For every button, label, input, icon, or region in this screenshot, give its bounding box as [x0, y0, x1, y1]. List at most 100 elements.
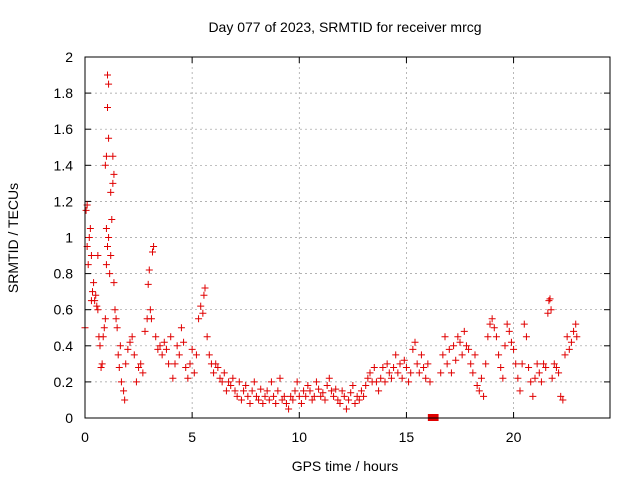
data-point [535, 369, 543, 377]
data-point [214, 363, 222, 371]
data-point [175, 351, 183, 359]
data-point [323, 382, 331, 390]
data-point [381, 378, 389, 386]
data-point [121, 396, 129, 404]
data-point [545, 297, 553, 305]
data-point [126, 338, 134, 346]
data-point [456, 338, 464, 346]
data-point [195, 315, 203, 323]
data-point [512, 360, 520, 368]
data-point [422, 374, 430, 382]
data-point [89, 288, 96, 296]
data-point [417, 351, 425, 359]
data-point [259, 400, 267, 408]
data-point [98, 360, 106, 368]
data-point [555, 369, 563, 377]
data-point [108, 215, 116, 223]
data-point [557, 392, 565, 400]
data-point [101, 161, 109, 169]
data-point [246, 400, 254, 408]
data-point [295, 392, 303, 400]
data-point [351, 400, 359, 408]
data-point [293, 378, 301, 386]
data-point [167, 333, 175, 341]
data-point [540, 360, 548, 368]
grid-lines [85, 57, 610, 418]
data-point [405, 378, 413, 386]
data-point [218, 378, 226, 386]
data-point [227, 382, 235, 390]
data-point [302, 392, 310, 400]
y-tick-label: 2 [65, 49, 73, 65]
data-point [104, 104, 111, 112]
data-point [154, 345, 162, 353]
data-point [270, 392, 278, 400]
data-point [122, 360, 130, 368]
data-point [94, 252, 102, 260]
data-point [250, 378, 258, 386]
y-tick-label: 0.8 [54, 266, 74, 282]
data-point [364, 374, 372, 382]
data-point [563, 333, 571, 341]
data-point [116, 342, 124, 350]
data-point [420, 363, 428, 371]
data-point [240, 387, 248, 395]
data-point [415, 369, 423, 377]
data-point [544, 309, 552, 317]
data-point [310, 392, 318, 400]
y-tick-label: 0 [65, 410, 73, 426]
data-point [110, 170, 118, 178]
data-point [222, 387, 230, 395]
data-point [252, 392, 260, 400]
data-point [210, 369, 218, 377]
data-point [407, 369, 415, 377]
y-tick-label: 1.2 [54, 193, 74, 209]
data-point [156, 342, 164, 350]
data-point [411, 338, 419, 346]
data-point [102, 152, 110, 160]
data-point [192, 351, 200, 359]
data-point [92, 291, 100, 299]
data-point [345, 396, 353, 404]
data-point [220, 369, 228, 377]
data-point [570, 327, 578, 335]
data-point [248, 387, 256, 395]
data-point [503, 320, 511, 328]
data-point [546, 295, 554, 303]
data-point [257, 385, 265, 393]
data-point [188, 345, 196, 353]
data-point [272, 400, 280, 408]
data-point [162, 345, 170, 353]
data-point [370, 363, 378, 371]
data-point [291, 387, 299, 395]
data-point [205, 351, 213, 359]
data-point [107, 252, 115, 260]
data-point [190, 369, 198, 377]
data-point [109, 179, 117, 187]
data-point [184, 374, 192, 382]
data-point [139, 369, 147, 377]
data-point [488, 315, 496, 323]
data-point [149, 248, 156, 256]
data-point [527, 378, 535, 386]
axis-ticks: 00.20.40.60.811.21.41.61.820 5 10 15 20 [54, 49, 610, 445]
data-point [289, 396, 297, 404]
data-point [454, 333, 462, 341]
data-point [565, 345, 573, 353]
data-point [229, 374, 237, 382]
data-point [529, 392, 537, 400]
data-point [182, 363, 190, 371]
data-point [169, 374, 177, 382]
data-point [306, 387, 314, 395]
data-point [263, 387, 271, 395]
data-point [413, 360, 421, 368]
y-tick-label: 0.6 [54, 302, 74, 318]
data-point [471, 351, 479, 359]
data-point [409, 345, 417, 353]
data-point [233, 392, 241, 400]
data-point [101, 315, 109, 323]
data-point [542, 363, 550, 371]
data-point [180, 338, 188, 346]
data-point [514, 374, 522, 382]
data-point [130, 351, 138, 359]
